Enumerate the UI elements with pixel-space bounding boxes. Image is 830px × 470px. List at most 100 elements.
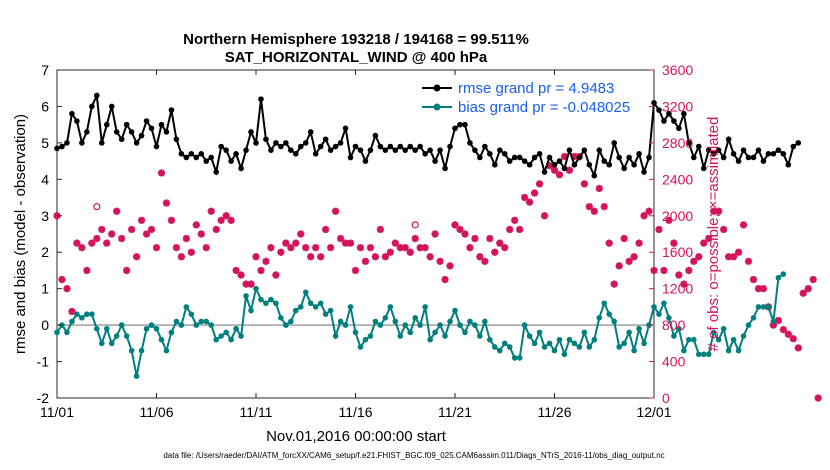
obs-assimilated-marker (287, 244, 295, 252)
rmse-point (263, 136, 269, 143)
rmse-point (407, 143, 414, 150)
obs-assimilated-marker (386, 248, 394, 256)
bias-point (432, 329, 438, 336)
bias-point (84, 311, 90, 317)
rmse-point (795, 140, 802, 146)
bias-point (452, 307, 458, 314)
obs-assimilated-marker (739, 221, 748, 229)
bias-point (780, 271, 787, 277)
rmse-point (586, 161, 593, 168)
rmse-point (496, 147, 503, 153)
bias-point (243, 293, 249, 299)
obs-assimilated-marker (317, 253, 325, 261)
bias-point (556, 336, 563, 343)
bias-point (606, 311, 613, 317)
bias-point (576, 344, 583, 350)
rmse-point (193, 154, 200, 161)
obs-assimilated-marker (277, 248, 285, 256)
bias-point (297, 304, 304, 310)
obs-assimilated-marker (814, 394, 822, 402)
obs-assimilated-marker (545, 162, 554, 170)
bias-point (715, 336, 722, 343)
rmse-point (74, 118, 80, 124)
rmse-point (283, 140, 289, 146)
obs-assimilated-marker (252, 253, 260, 261)
obs-assimilated-marker (312, 244, 320, 252)
rmse-point (268, 147, 274, 153)
bias-point (566, 336, 573, 343)
bias-point (163, 347, 170, 354)
obs-assimilated-marker (227, 216, 235, 224)
rmse-point (447, 143, 453, 150)
bias-point (327, 307, 334, 314)
obs-assimilated-marker (436, 257, 444, 265)
obs-assimilated-marker (506, 225, 514, 234)
rmse-point (700, 165, 707, 172)
bias-point (511, 355, 518, 361)
obs-assimilated-marker (655, 225, 663, 234)
rmse-point (606, 161, 613, 168)
obs-assimilated-marker (177, 253, 185, 261)
legend-bias-marker (433, 103, 441, 111)
rmse-point (601, 158, 608, 164)
rmse-point (427, 147, 433, 153)
bias-point (233, 325, 239, 332)
bias-point (317, 300, 324, 307)
obs-assimilated-marker (526, 198, 534, 206)
obs-assimilated-marker (431, 230, 439, 238)
bias-point (337, 318, 344, 325)
bias-point (710, 329, 717, 336)
rmse-point (775, 147, 782, 153)
legend: rmse grand pr = 4.9483 bias grand pr = -… (422, 80, 630, 116)
bias-point (467, 318, 473, 325)
y-axis-left: -2 -1 0 1 2 3 4 5 6 7 (37, 62, 62, 406)
bias-point (551, 347, 558, 354)
obs-assimilated-marker (68, 307, 76, 316)
bias-point (457, 322, 463, 328)
obs-assimilated-marker (73, 239, 81, 247)
rmse-point (691, 154, 697, 161)
bias-point (681, 347, 687, 354)
rmse-point (626, 154, 632, 161)
rmse-point (64, 140, 70, 146)
rmse-point (710, 151, 717, 157)
rmse-point (457, 121, 463, 128)
obs-assimilated-marker (123, 266, 131, 275)
bias-point (760, 304, 767, 310)
obs-assimilated-marker (501, 244, 509, 252)
obs-assimilated-marker (451, 221, 459, 229)
legend-rmse-label: rmse grand pr = 4.9483 (458, 80, 614, 97)
obs-assimilated-marker (511, 216, 519, 224)
y-left-tick-label: -2 (37, 390, 50, 406)
bias-point (745, 322, 752, 328)
obs-assimilated-marker (212, 225, 220, 234)
obs-assimilated-marker (754, 285, 763, 293)
obs-assimilated-marker (580, 180, 588, 188)
rmse-point (108, 103, 115, 110)
rmse-point (541, 169, 548, 175)
rmse-point (98, 140, 105, 146)
rmse-point (362, 158, 369, 164)
rmse-point (546, 154, 553, 161)
x-tick-label: 11/01 (40, 404, 74, 420)
rmse-point (591, 172, 598, 179)
rmse-point (54, 145, 60, 152)
bias-point (263, 300, 269, 307)
obs-assimilated-marker (804, 285, 812, 293)
obs-assimilated-marker (108, 230, 116, 238)
rmse-point (233, 151, 239, 157)
obs-assimilated-marker (187, 248, 195, 256)
bias-point (138, 347, 145, 354)
rmse-point (133, 140, 140, 146)
obs-assimilated-marker (595, 184, 603, 193)
obs-assimilated-marker (272, 271, 280, 279)
rmse-point (730, 151, 737, 157)
bias-point (332, 333, 339, 339)
obs-assimilated-marker (461, 230, 469, 238)
legend-rmse-marker (433, 84, 441, 92)
obs-assimilated-marker (426, 253, 434, 261)
y-right-tick-label: 2000 (662, 208, 693, 224)
obs-assimilated-marker (346, 239, 355, 247)
bias-point (322, 311, 329, 317)
